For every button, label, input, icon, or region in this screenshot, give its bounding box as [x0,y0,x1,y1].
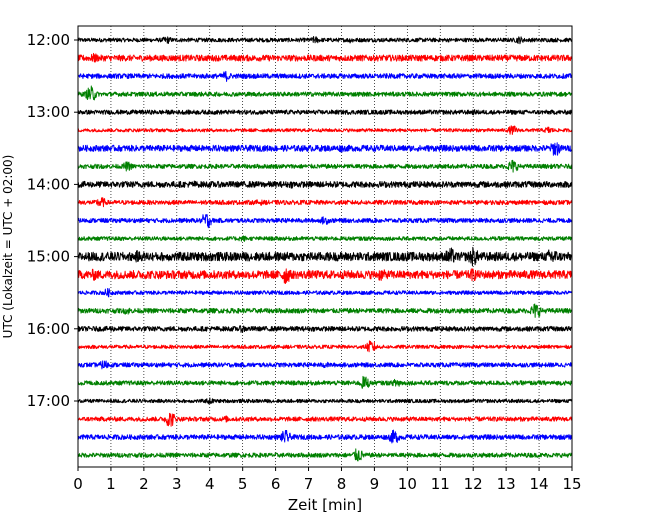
trace-1245 [77,85,573,101]
trace-1515 [77,268,573,284]
y-tick-label-16:00: 16:00 [27,320,70,338]
x-tick-label-13: 13 [497,475,516,493]
x-axis-label: Zeit [min] [288,496,362,514]
trace-1200 [77,36,573,45]
x-tick-label-6: 6 [271,475,281,493]
trace-1745 [77,448,573,462]
x-tick-label-10: 10 [398,475,417,493]
trace-1530 [77,287,573,298]
x-tick-label-15: 15 [562,475,581,493]
y-tick-label-14:00: 14:00 [27,175,70,193]
trace-1600 [77,325,573,333]
trace-1445 [77,235,573,242]
trace-1630 [77,360,573,370]
trace-1715 [77,412,573,427]
y-tick-label-15:00: 15:00 [27,248,70,266]
trace-1215 [77,52,573,63]
trace-1730 [77,429,573,444]
x-tick-label-14: 14 [530,475,549,493]
x-tick-label-7: 7 [304,475,314,493]
trace-1545 [77,303,573,318]
x-tick-label-3: 3 [172,475,182,493]
x-tick-label-11: 11 [431,475,450,493]
trace-1430 [77,214,573,229]
y-tick-label-13:00: 13:00 [27,103,70,121]
y-tick-label-12:00: 12:00 [27,31,70,49]
y-axis-ticks: 12:00 13:00 14:00 15:00 16:00 17:00 [27,31,78,410]
trace-1230 [77,70,573,82]
trace-1345 [77,159,573,173]
x-tick-label-9: 9 [370,475,380,493]
trace-1300 [77,109,573,116]
x-tick-label-8: 8 [337,475,347,493]
y-tick-label-17:00: 17:00 [27,392,70,410]
x-tick-label-1: 1 [106,475,116,493]
x-tick-label-2: 2 [139,475,149,493]
x-tick-label-0: 0 [73,475,83,493]
trace-1615 [77,340,573,353]
x-tick-label-12: 12 [464,475,483,493]
trace-1400 [77,180,573,189]
x-tick-label-5: 5 [238,475,248,493]
trace-1415 [77,197,573,208]
trace-1645 [77,375,573,389]
trace-1330 [77,142,573,156]
plot-frame [77,25,573,468]
x-axis-ticks: 0 1 2 3 4 5 6 7 8 9 10 11 12 13 14 15 [73,467,582,493]
trace-group [77,36,573,462]
trace-1500 [77,246,573,267]
x-tick-label-4: 4 [205,475,215,493]
trace-1315 [77,125,573,135]
y-axis-label: UTC (Lokalzeit = UTC + 02:00) [1,155,15,339]
trace-1700 [77,397,573,405]
